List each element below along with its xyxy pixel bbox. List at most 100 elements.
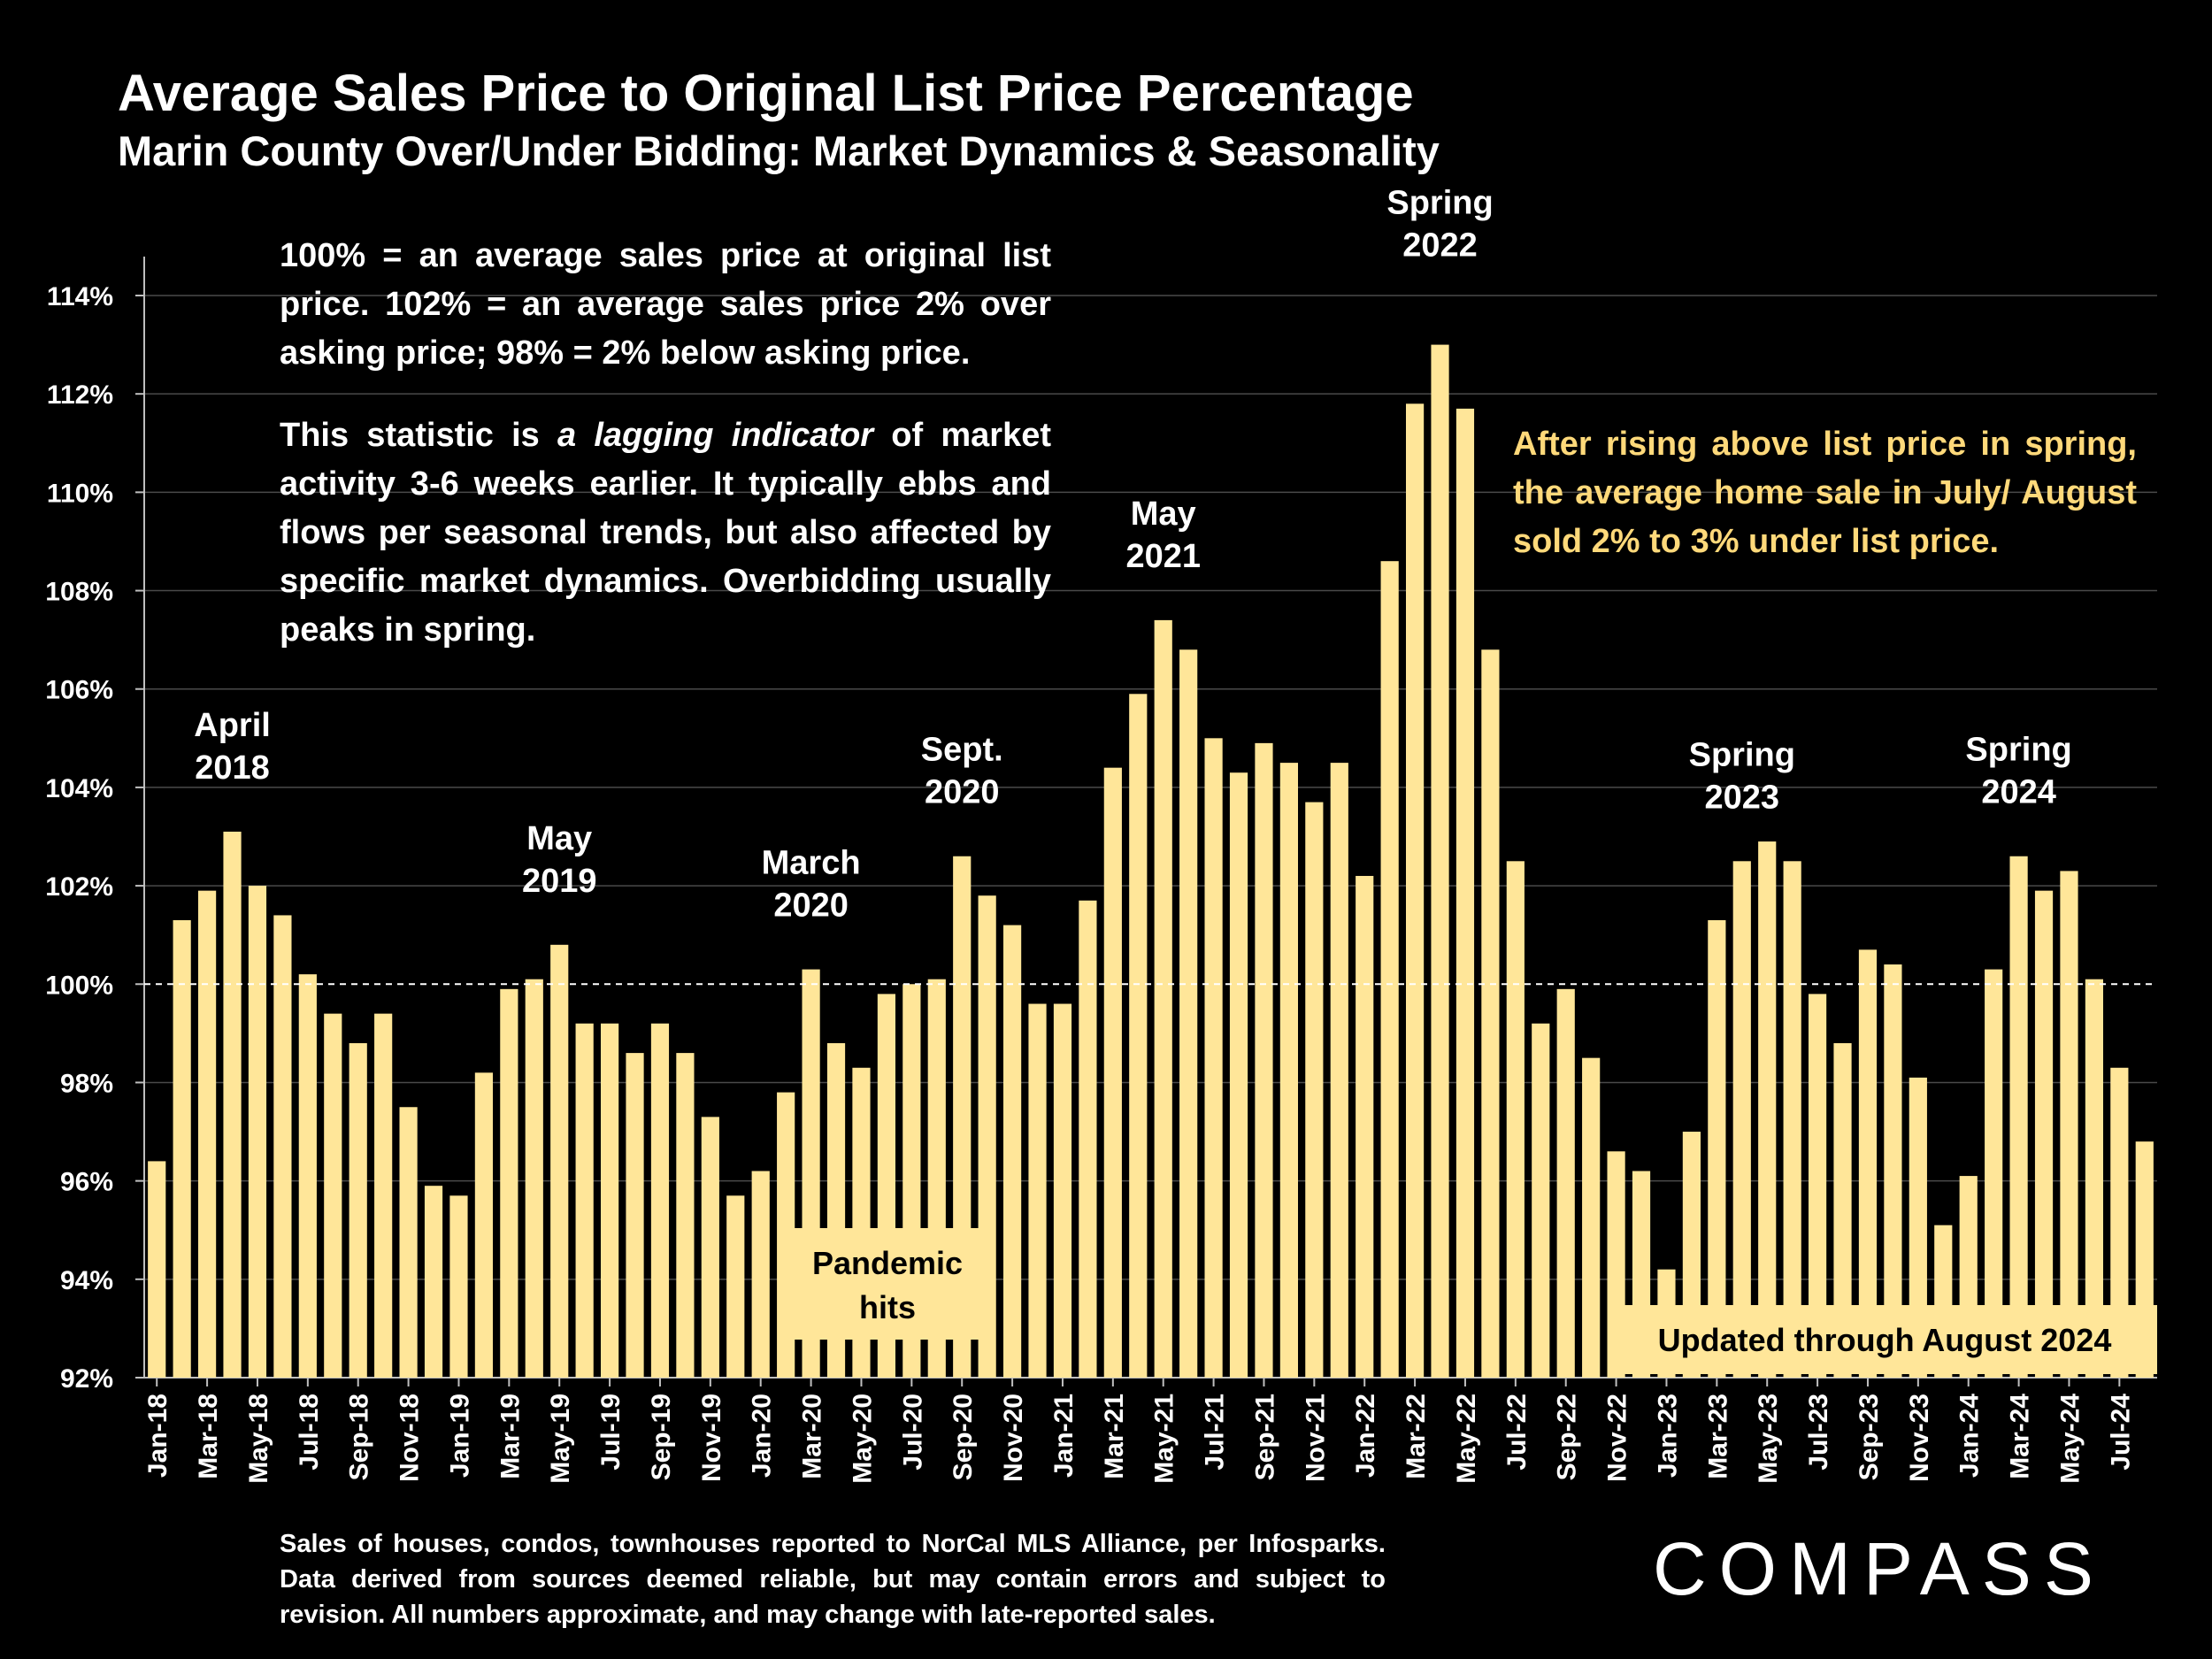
period-annotation: April: [194, 707, 271, 744]
x-tick-label: Nov-21: [1301, 1394, 1330, 1482]
y-tick-label: 98%: [60, 1069, 113, 1098]
y-tick-label: 100%: [45, 971, 113, 1000]
x-tick-label: Sep-23: [1855, 1394, 1884, 1480]
bar: [2009, 856, 2028, 1378]
y-tick-label: 104%: [45, 774, 113, 803]
bar: [626, 1053, 644, 1378]
x-tick-label: Jul-21: [1201, 1394, 1230, 1471]
bar: [1002, 925, 1022, 1378]
bar: [273, 915, 292, 1378]
lagging-indicator-note: This statistic is a lagging indicator of…: [280, 411, 1051, 655]
bar: [449, 1195, 468, 1378]
y-tick-label: 110%: [47, 479, 113, 508]
period-annotation: 2023: [1705, 779, 1780, 816]
bar: [298, 974, 317, 1378]
bar: [1582, 1057, 1601, 1378]
x-tick-label: Mar-18: [194, 1394, 223, 1479]
x-tick-label: May-21: [1150, 1394, 1179, 1484]
bar: [1229, 772, 1248, 1378]
bar: [474, 1072, 494, 1378]
bar: [1884, 964, 1902, 1378]
bar: [701, 1117, 719, 1378]
bar: [550, 944, 569, 1378]
axes: 92% 94% 96% 98% 100% 102% 104% 106% 108% 110% 112%…: [45, 257, 2157, 1484]
bar: [1783, 861, 1801, 1378]
bar: [1255, 742, 1273, 1378]
x-tick-label: Sep-21: [1250, 1394, 1279, 1480]
period-annotation: 2021: [1125, 538, 1201, 575]
bar: [1405, 403, 1425, 1378]
lagging-note-end: of market activity 3-6 weeks earlier. It…: [280, 417, 1051, 649]
bar: [1103, 767, 1122, 1378]
bar: [223, 831, 242, 1378]
x-tick-label: Jan-23: [1653, 1394, 1682, 1478]
bar: [1154, 619, 1172, 1378]
chart-title: Average Sales Price to Original List Pri…: [118, 65, 1414, 122]
annotations: April 2018 May 2019 March 2020 Sept. 2020 May 202…: [194, 185, 2157, 1374]
bar: [1431, 344, 1449, 1378]
lagging-note-start: This statistic is: [280, 417, 558, 454]
x-tick-label: Jul-23: [1804, 1394, 1833, 1471]
x-tick-label: Sep-20: [949, 1394, 978, 1480]
x-tick-label: Mar-22: [1402, 1394, 1431, 1479]
definition-note: 100% = an average sales price at origina…: [280, 237, 1051, 372]
bar: [1380, 561, 1399, 1378]
bar: [650, 1023, 670, 1378]
bar: [1758, 841, 1777, 1378]
period-annotation: 2018: [195, 749, 270, 787]
bar: [424, 1186, 443, 1378]
bar: [751, 1171, 770, 1378]
x-tick-label: Nov-23: [1905, 1394, 1934, 1482]
x-tick-label: Jul-18: [295, 1394, 324, 1471]
period-annotation: 2020: [773, 887, 849, 925]
bar: [1506, 861, 1525, 1378]
x-tick-label: May-19: [546, 1394, 575, 1484]
summary-note: After rising above list price in spring,…: [1513, 426, 2137, 560]
bar: [1732, 861, 1751, 1378]
x-tick-label: Jul-19: [596, 1394, 626, 1471]
x-tick-label: May-22: [1452, 1394, 1481, 1484]
x-tick-label: Mar-19: [495, 1394, 525, 1479]
bar: [1833, 1042, 1852, 1378]
updated-label: Updated through August 2024: [1658, 1322, 2112, 1358]
y-tick-label: 96%: [60, 1168, 113, 1197]
y-tick-label: 114%: [47, 282, 113, 311]
period-annotation: May: [526, 820, 592, 857]
bar: [1079, 900, 1097, 1378]
bar: [1481, 649, 1500, 1378]
bar: [173, 920, 191, 1378]
bar: [2034, 890, 2054, 1378]
bar: [1455, 408, 1475, 1378]
period-annotation: 2019: [522, 863, 597, 900]
period-annotation: 2020: [925, 774, 1000, 811]
bar: [1028, 1003, 1047, 1378]
bar: [1808, 994, 1827, 1378]
y-tick-label: 102%: [45, 872, 113, 902]
x-tick-label: Nov-22: [1603, 1394, 1632, 1482]
x-tick-label: Jan-20: [748, 1394, 777, 1478]
x-tick-label: Sep-19: [647, 1394, 676, 1480]
bar: [726, 1195, 745, 1378]
bar: [399, 1107, 418, 1378]
y-tick-label: 106%: [45, 676, 113, 705]
bar: [374, 1013, 393, 1378]
x-tick-label: Mar-21: [1100, 1394, 1129, 1479]
gridlines: [144, 295, 2157, 1280]
bar: [148, 1161, 166, 1378]
y-tick-label: 92%: [60, 1364, 113, 1394]
pandemic-label-box: [783, 1228, 994, 1340]
bar: [1356, 875, 1374, 1378]
updated-label-box: [1609, 1305, 2157, 1374]
bar: [1556, 988, 1575, 1378]
x-tick-label: May-24: [2055, 1394, 2085, 1484]
bar: [2060, 871, 2078, 1378]
pandemic-label: hits: [859, 1289, 916, 1325]
lagging-note-emphasis: a lagging indicator: [557, 417, 874, 454]
x-tick-label: Sep-22: [1553, 1394, 1582, 1480]
period-annotation: 2022: [1402, 227, 1478, 265]
bar: [575, 1023, 594, 1378]
bar: [1532, 1023, 1550, 1378]
bar: [676, 1053, 695, 1378]
bar: [1305, 802, 1324, 1378]
y-tick-label: 112%: [47, 380, 113, 410]
